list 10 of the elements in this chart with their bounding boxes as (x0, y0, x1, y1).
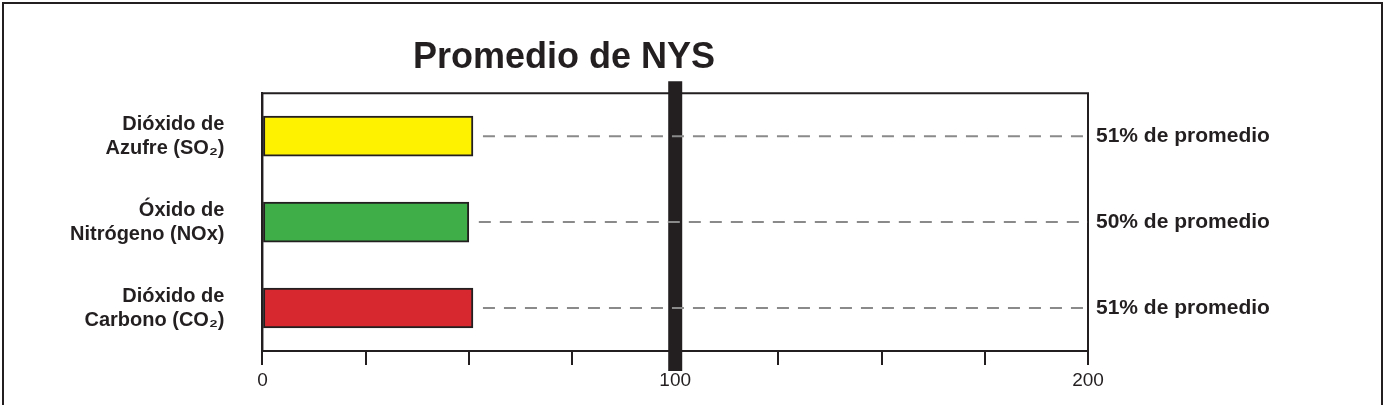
x-tick-label: 0 (257, 368, 268, 390)
data-label: 50% de promedio (1096, 208, 1270, 232)
y-tick-label: Óxido de Nitrógeno (NOx) (70, 196, 225, 244)
y-tick-label: Dióxido de Carbono (CO₂) (84, 283, 225, 330)
x-tick-label: 100 (659, 368, 692, 390)
chart-title: Promedio de NYS (412, 34, 716, 76)
x-tick-label: 200 (1072, 368, 1104, 390)
data-label: 51% de promedio (1096, 294, 1270, 318)
data-label: 51% de promedio (1096, 122, 1270, 146)
y-tick-label: Dióxido de Azufre (SO₂) (105, 111, 225, 158)
